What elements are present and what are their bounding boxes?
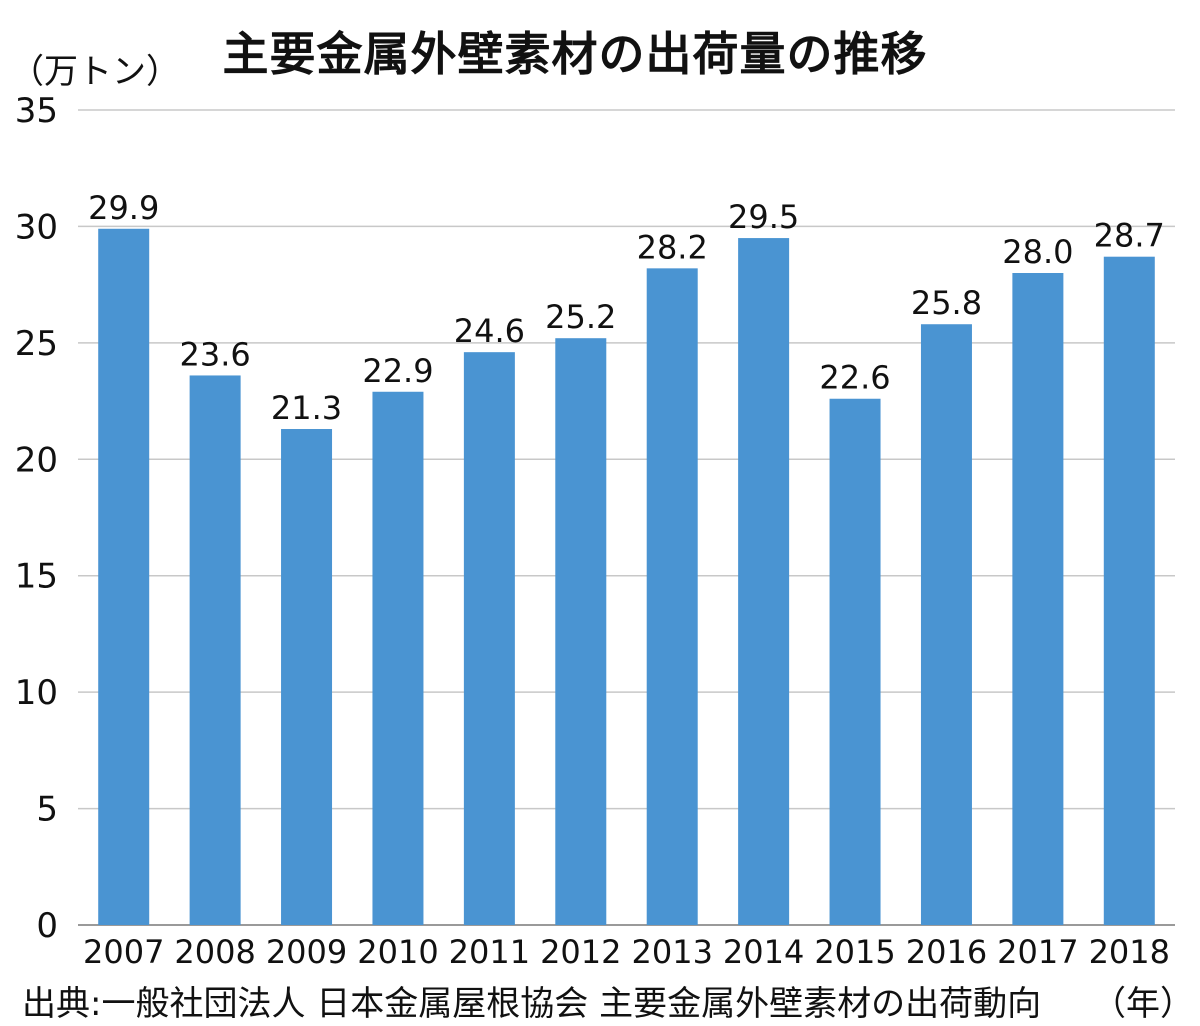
x-tick-label-2011: 2011 bbox=[449, 933, 530, 971]
bar-2009 bbox=[281, 429, 333, 925]
value-label-2015: 22.6 bbox=[819, 359, 890, 397]
bar-2016 bbox=[920, 324, 972, 925]
value-label-2018: 28.7 bbox=[1094, 217, 1165, 255]
value-label-2007: 29.9 bbox=[88, 189, 159, 227]
x-tick-label-2010: 2010 bbox=[357, 933, 438, 971]
x-tick-label-2008: 2008 bbox=[174, 933, 255, 971]
value-label-2014: 29.5 bbox=[728, 198, 799, 236]
bar-2014 bbox=[738, 238, 790, 926]
bar-2018 bbox=[1103, 256, 1155, 925]
bar-2010 bbox=[372, 391, 424, 925]
y-tick-label: 5 bbox=[36, 790, 58, 830]
source-note: 出典:一般社団法人 日本金属屋根協会 主要金属外壁素材の出荷動向 bbox=[22, 984, 1042, 1024]
bar-2015 bbox=[829, 398, 881, 925]
x-tick-label-2016: 2016 bbox=[906, 933, 987, 971]
x-tick-label-2014: 2014 bbox=[723, 933, 804, 971]
y-tick-label: 10 bbox=[15, 673, 58, 713]
bar-2013 bbox=[646, 268, 698, 925]
bars bbox=[98, 228, 1155, 926]
gridlines bbox=[78, 109, 1175, 926]
x-tick-label-2007: 2007 bbox=[83, 933, 164, 971]
y-tick-label: 25 bbox=[15, 324, 58, 364]
x-tick-label-2017: 2017 bbox=[997, 933, 1078, 971]
y-tick-label: 20 bbox=[15, 440, 58, 480]
bar-2012 bbox=[555, 338, 607, 925]
y-axis-ticks: 0 5 10 15 20 25 30 35 bbox=[15, 91, 58, 946]
value-label-2008: 23.6 bbox=[180, 335, 251, 373]
value-label-2017: 28.0 bbox=[1002, 233, 1073, 271]
y-axis-unit-label: （万トン） bbox=[10, 52, 180, 92]
x-tick-label-2015: 2015 bbox=[814, 933, 895, 971]
x-tick-label-2009: 2009 bbox=[266, 933, 347, 971]
value-label-2010: 22.9 bbox=[362, 352, 433, 390]
x-axis-unit-label: （年） bbox=[1092, 984, 1194, 1024]
bar-2008 bbox=[189, 375, 241, 925]
y-tick-label: 30 bbox=[15, 207, 58, 247]
value-label-2013: 28.2 bbox=[637, 228, 708, 266]
y-tick-label: 15 bbox=[15, 557, 58, 597]
value-label-2012: 25.2 bbox=[545, 298, 616, 336]
x-tick-label-2013: 2013 bbox=[631, 933, 712, 971]
x-tick-label-2012: 2012 bbox=[540, 933, 621, 971]
y-tick-label: 35 bbox=[15, 91, 58, 131]
y-tick-label: 0 bbox=[36, 906, 58, 946]
value-label-2009: 21.3 bbox=[271, 389, 342, 427]
value-labels: 29.9 23.6 21.3 22.9 24.6 25.2 28.2 29.5 22.6 25.8… bbox=[88, 189, 1165, 427]
x-tick-label-2018: 2018 bbox=[1089, 933, 1170, 971]
value-label-2016: 25.8 bbox=[911, 284, 982, 322]
bar-2007 bbox=[98, 228, 150, 925]
x-axis-ticks: 2007 2008 2009 2010 2011 2012 2013 2014 2015 2016… bbox=[83, 933, 1170, 971]
bar-2011 bbox=[463, 352, 515, 926]
value-label-2011: 24.6 bbox=[454, 312, 525, 350]
bar-2017 bbox=[1012, 273, 1064, 925]
chart-title: 主要金属外壁素材の出荷量の推移 bbox=[222, 27, 928, 81]
